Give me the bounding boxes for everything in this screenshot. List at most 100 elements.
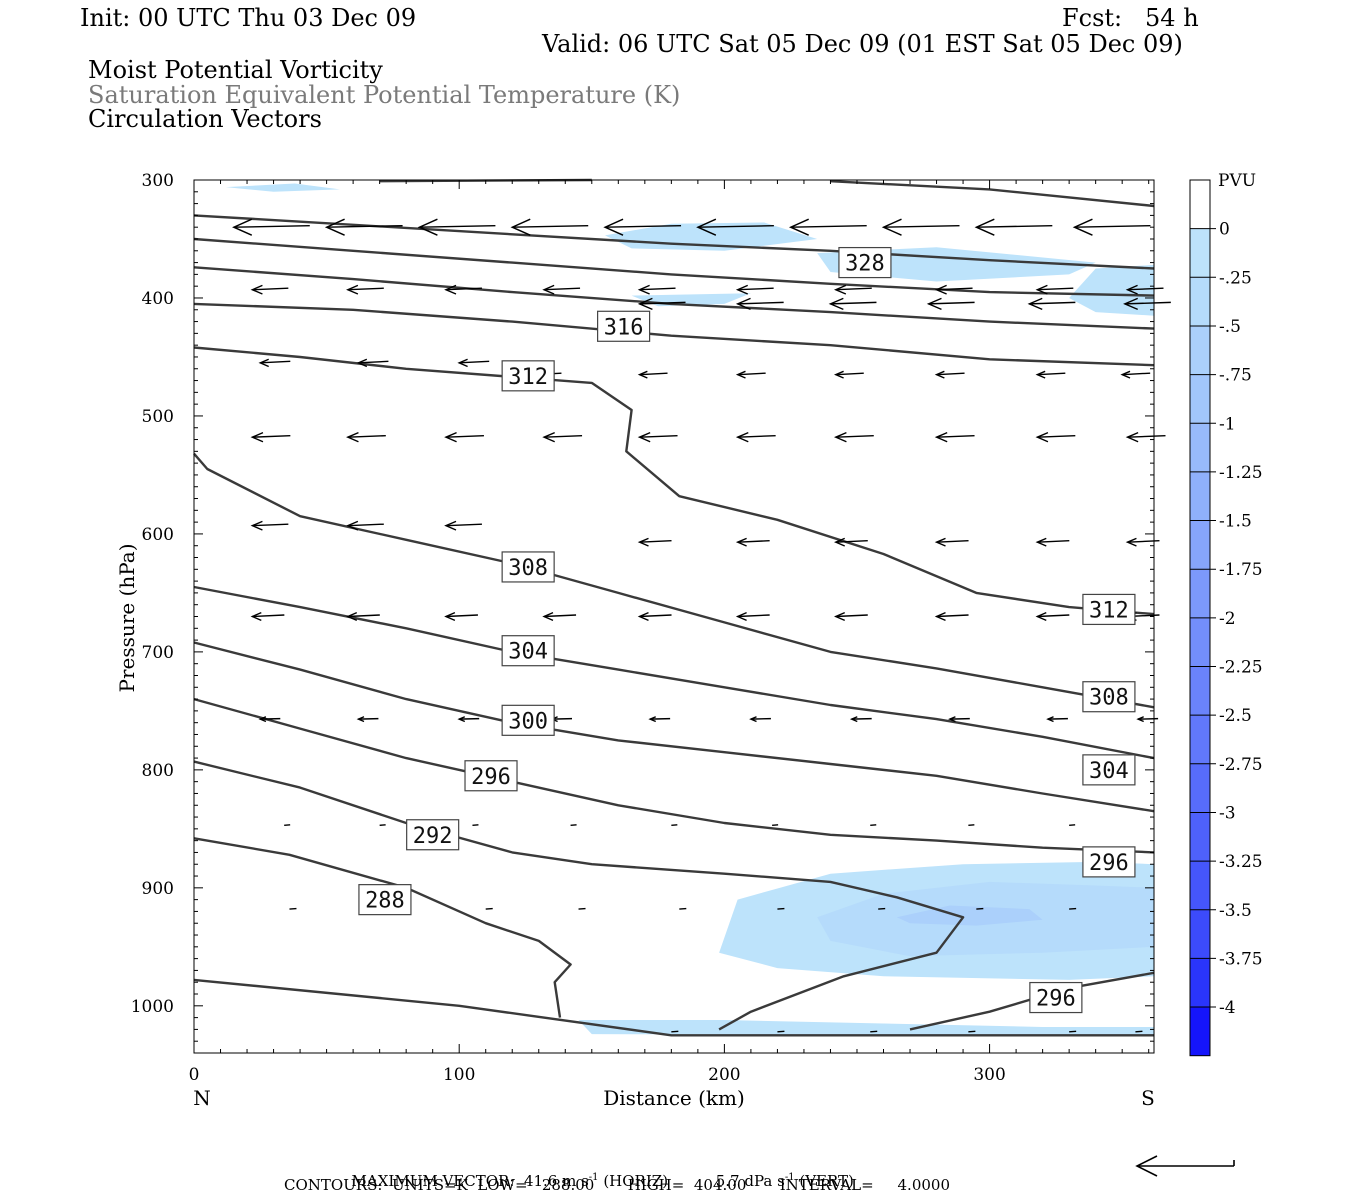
vector-shaft (512, 224, 589, 228)
contour-label-box (1029, 981, 1083, 1014)
contour-label-text: 304 (508, 640, 548, 665)
circulation-vector (258, 358, 291, 368)
circulation-vector (444, 520, 482, 531)
circulation-vector (637, 431, 678, 443)
vector-shaft (790, 224, 867, 228)
contour-label-box (464, 760, 518, 792)
circulation-vector (1027, 297, 1076, 311)
colorbar-swatch (1190, 861, 1210, 910)
vector-shaft (472, 824, 479, 827)
colorbar-swatch (1190, 325, 1210, 375)
vector-head (356, 716, 365, 723)
contour-label-layer: 328 316 312 308 304 300 296 292 288 312 308 304 296 2… (358, 246, 1136, 1014)
contour-label-box (1082, 681, 1136, 713)
theta-contour-304-6 (193, 585, 1155, 760)
circulation-vector (542, 284, 581, 295)
circulation-vector (1125, 284, 1164, 295)
forecast-hour: Fcst: 54 h (1062, 4, 1199, 32)
contour-label-text: 296 (1089, 851, 1129, 876)
circulation-vector (679, 907, 687, 910)
circulation-vector (457, 358, 490, 368)
vector-shaft (936, 287, 973, 291)
vector-shaft (936, 539, 969, 543)
vector-head (1035, 537, 1047, 547)
circulation-vector (833, 537, 868, 547)
vector-shaft (976, 907, 984, 910)
circulation-vector (833, 612, 868, 621)
vector-head (735, 431, 749, 443)
vector-head (1125, 537, 1137, 547)
y-tick-label: 1000 (131, 997, 174, 1017)
vector-shaft (737, 539, 770, 543)
vector-head (637, 370, 648, 379)
circulation-vector (1035, 431, 1076, 443)
vector-head (250, 520, 263, 531)
vector-shaft (551, 717, 573, 720)
vector-head (833, 284, 847, 295)
colorbar-swatch (1190, 666, 1210, 716)
y-tick-label: 700 (142, 643, 174, 663)
vector-shaft (1029, 301, 1076, 305)
vector-head (346, 520, 359, 531)
vector-head (258, 358, 269, 368)
max-horiz-unit-exp: -1 (588, 1172, 599, 1183)
vector-shaft (1047, 717, 1068, 720)
circulation-vector (346, 612, 380, 621)
circulation-vector (772, 824, 779, 827)
vector-shaft (772, 824, 779, 827)
field-title-vectors: Circulation Vectors (88, 105, 322, 133)
vector-head (735, 537, 747, 547)
vector-head (1035, 431, 1049, 443)
theta-contour-296-3 (193, 697, 1155, 854)
vector-head (735, 612, 747, 621)
vector-shaft (639, 287, 676, 291)
circulation-vector (749, 716, 771, 723)
circulation-vector (1120, 370, 1151, 379)
circulation-vector (788, 218, 867, 236)
circulation-vector (671, 824, 678, 827)
contour-label: 288 (358, 884, 412, 916)
theta-contour-328-12 (193, 214, 1155, 270)
colorbar-label: -4 (1219, 998, 1236, 1018)
max-vector-label: MAXIMUM VECTOR: (351, 1172, 515, 1190)
vector-shaft (445, 523, 482, 527)
valid-time: Valid: 06 UTC Sat 05 Dec 09 (01 EST Sat … (542, 30, 1183, 58)
colorbar-label: -1.5 (1219, 512, 1252, 532)
vector-head (749, 716, 757, 723)
vector-shaft (968, 824, 975, 827)
vector-shaft (639, 372, 668, 376)
circulation-vector (1125, 431, 1166, 443)
circulation-vector (472, 824, 479, 827)
circulation-vector (637, 612, 672, 621)
circulation-vector (849, 716, 872, 723)
vector-head (637, 612, 649, 621)
pv-region-0 (225, 183, 340, 192)
vector-head (1035, 284, 1048, 295)
colorbar-swatch (1190, 763, 1210, 813)
contour-label-text: 300 (508, 709, 548, 734)
vector-head (346, 284, 359, 295)
vector-shaft (459, 360, 490, 364)
colorbar-swatch (1190, 520, 1210, 570)
contour-label-text: 292 (413, 824, 453, 849)
vector-head (881, 218, 902, 236)
vector-shaft (639, 301, 686, 305)
colorbar-title: PVU (1218, 171, 1256, 191)
vector-shaft (347, 614, 380, 618)
contour-label-box (406, 819, 460, 851)
colorbar: 0 -.25 -.5 -.75 -1 -1.25 -1.5 -1.75 -2 -2.25 -2.5 -… (1189, 179, 1263, 1057)
contour-label-box (501, 551, 555, 583)
vector-head (542, 612, 554, 621)
vector-head (250, 612, 262, 621)
contour-label: 292 (406, 819, 460, 851)
vector-head (1046, 716, 1054, 723)
vector-shaft (976, 224, 1053, 228)
vector-shaft (639, 614, 672, 618)
vector-head (648, 716, 657, 723)
contour-label: 316 (597, 310, 651, 342)
vector-shaft (252, 523, 289, 527)
vector-shaft (835, 287, 872, 291)
vector-head (1035, 612, 1047, 621)
vector-head (934, 370, 945, 379)
colorbar-swatch (1190, 471, 1210, 521)
